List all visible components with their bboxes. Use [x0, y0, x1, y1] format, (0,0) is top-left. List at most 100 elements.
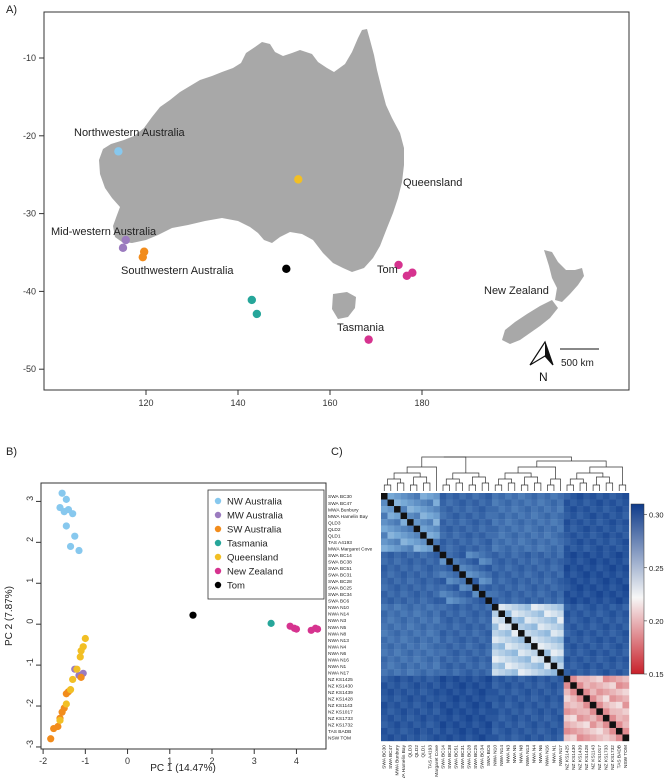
panel-label-b: B): [6, 446, 17, 458]
heatmap-cell: [400, 649, 408, 657]
heatmap-cell: [420, 597, 427, 605]
heatmap-cell: [465, 512, 473, 520]
heatmap-cell: [420, 571, 427, 579]
heatmap-column-label: NWA N5: [512, 745, 518, 764]
heatmap-cell: [498, 623, 506, 631]
heatmap-cell: [505, 714, 512, 722]
heatmap-cell: [485, 695, 493, 703]
heatmap-cell: [459, 584, 467, 592]
dendrogram-branch: [579, 482, 587, 491]
heatmap-cell: [459, 506, 467, 513]
heatmap-cell: [439, 727, 447, 735]
legend-swatch-tom: [214, 581, 222, 589]
heatmap-cell: [511, 499, 519, 507]
heatmap-cell: [596, 512, 604, 520]
heatmap-cell: [518, 558, 525, 565]
site-marker-mw: [121, 235, 130, 245]
heatmap-cell: [491, 649, 499, 657]
heatmap-cell: [400, 610, 408, 618]
heatmap-cell: [472, 577, 480, 585]
pca-point-sw: [50, 724, 58, 733]
dendrogram-branch: [442, 484, 450, 491]
nz-north-island: [544, 250, 584, 302]
heatmap-cell: [491, 532, 499, 539]
heatmap-column-label: SWA BC25: [473, 745, 479, 769]
heatmap-cell: [609, 525, 617, 533]
legend-swatch-nz: [214, 567, 222, 575]
heatmap-cell: [576, 688, 584, 696]
heatmap-cell: [524, 662, 532, 670]
panel-label-c: C): [331, 446, 343, 458]
heatmap-cell: [596, 538, 604, 546]
heatmap-cell: [537, 610, 545, 618]
heatmap-cell: [557, 551, 564, 559]
heatmap-cell: [491, 597, 499, 605]
heatmap-cell: [505, 721, 512, 729]
heatmap-cell: [478, 649, 486, 657]
heatmap-cell: [387, 512, 395, 520]
heatmap-cell: [511, 649, 519, 657]
heatmap-cell: [505, 695, 512, 703]
heatmap-cell: [394, 558, 401, 565]
heatmap-cell: [505, 643, 512, 650]
heatmap-cell: [602, 617, 610, 624]
heatmap-cell: [531, 669, 538, 676]
heatmap-cell: [544, 519, 551, 526]
pca-x-axis-label: PC 1 (14.47%): [150, 763, 216, 774]
heatmap-cell: [511, 597, 519, 605]
heatmap-cell: [452, 721, 460, 729]
heatmap-cell: [622, 656, 630, 663]
heatmap-cell: [498, 734, 506, 742]
heatmap-cell: [485, 512, 493, 520]
heatmap-cell: [557, 701, 564, 709]
heatmap-cell: [583, 675, 591, 683]
heatmap-column-label: MWA Bunbury: [395, 744, 401, 775]
heatmap-cell: [563, 669, 571, 676]
heatmap-cell: [498, 551, 506, 559]
heatmap-cell: [537, 545, 545, 552]
heatmap-cell: [609, 682, 617, 689]
heatmap-cell: [557, 532, 564, 539]
heatmap-cell: [609, 551, 617, 559]
heatmap-cell: [387, 584, 395, 592]
heatmap-cell: [589, 721, 597, 729]
heatmap-cell: [505, 545, 512, 552]
heatmap-cell: [465, 538, 473, 546]
heatmap-cell: [563, 695, 571, 703]
heatmap-cell: [446, 662, 453, 670]
heatmap-cell: [478, 682, 486, 689]
heatmap-cell: [563, 721, 571, 729]
heatmap-cell: [465, 603, 473, 611]
heatmap-cell: [544, 701, 551, 709]
heatmap-cell: [394, 499, 401, 507]
heatmap-cell: [583, 506, 591, 513]
heatmap-cell: [609, 721, 617, 729]
heatmap-cell: [518, 525, 525, 533]
heatmap-cell: [485, 682, 493, 689]
heatmap-cell: [413, 643, 421, 650]
site-marker-tom: [282, 264, 291, 274]
heatmap-cell: [531, 630, 538, 637]
heatmap-cell: [537, 721, 545, 729]
heatmap-cell: [452, 519, 460, 526]
heatmap-cell: [446, 656, 453, 663]
heatmap-cell: [413, 512, 421, 520]
heatmap-cell: [544, 721, 551, 729]
heatmap-cell: [439, 669, 447, 676]
heatmap-cell: [498, 525, 506, 533]
heatmap-cell: [459, 708, 467, 716]
heatmap-cell: [420, 532, 427, 539]
heatmap-cell: [400, 643, 408, 650]
pca-y-tick-label: -1: [25, 658, 35, 666]
heatmap-cell: [505, 571, 512, 579]
heatmap-cell: [394, 656, 401, 663]
heatmap-cell: [524, 603, 532, 611]
heatmap-cell: [433, 656, 440, 663]
heatmap-cell: [557, 682, 564, 689]
heatmap-cell: [491, 545, 499, 552]
heatmap-cell: [615, 603, 623, 611]
label-mid-western-australia: Mid-western Australia: [51, 226, 157, 238]
heatmap-cell: [615, 597, 623, 605]
heatmap-column-label: SWA BC51: [453, 745, 459, 769]
heatmap-cell: [570, 603, 577, 611]
